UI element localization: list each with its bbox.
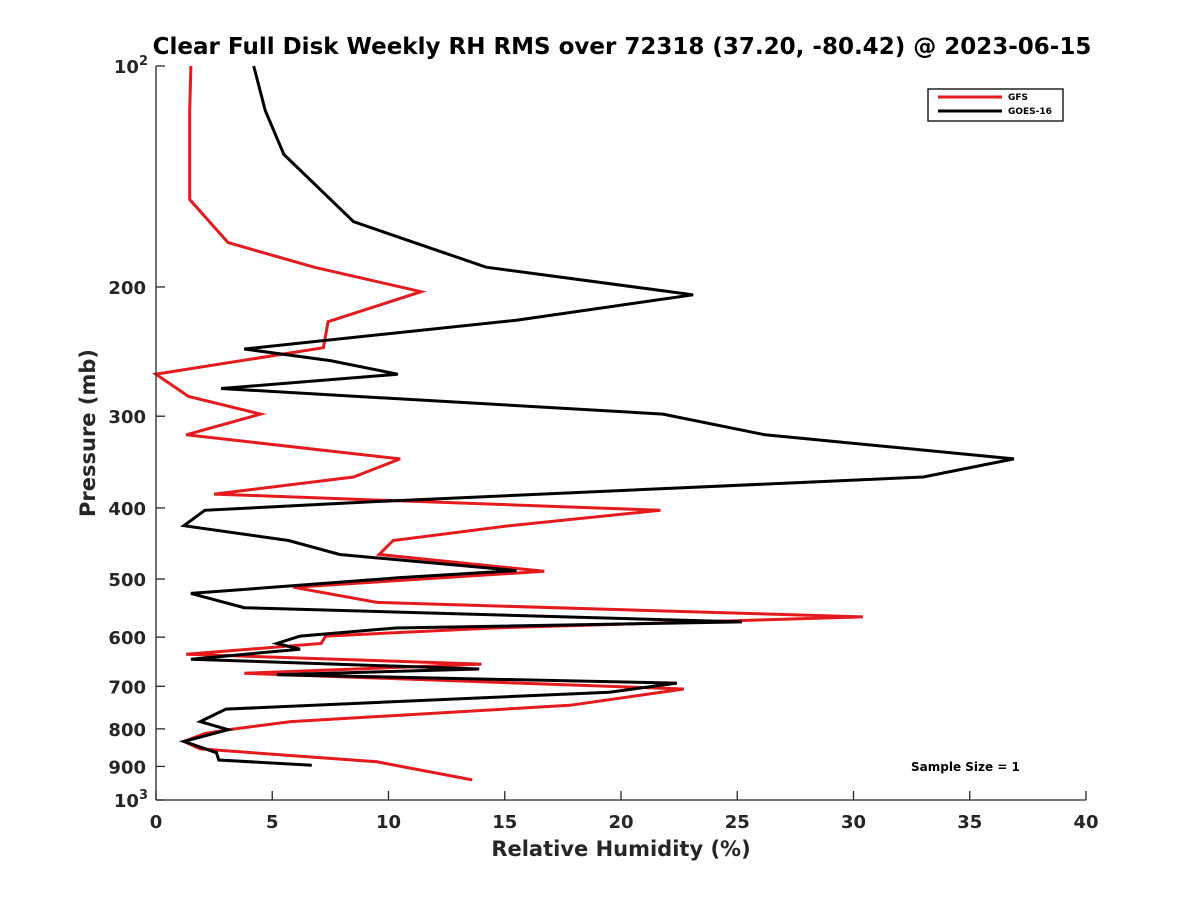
y-tick-label: 500 (108, 570, 146, 591)
y-tick-label: 300 (108, 407, 146, 428)
x-tick-label: 40 (1073, 812, 1098, 833)
legend-label-goes16: GOES-16 (1008, 107, 1052, 117)
series-line-goes16 (178, 65, 1015, 767)
y-axis-label: Pressure (mb) (76, 349, 100, 517)
y-tick-label: 400 (108, 499, 146, 520)
legend-label-gfs: GFS (1008, 93, 1028, 103)
y-tick-label: 700 (108, 677, 146, 698)
x-tick-label: 20 (608, 812, 633, 833)
legend: GFS GOES-16 (927, 88, 1064, 122)
x-tick-label: 5 (266, 812, 279, 833)
y-tick-label: 900 (108, 757, 146, 778)
y-tick-label: 600 (108, 628, 146, 649)
x-tick-label: 15 (492, 812, 517, 833)
x-tick-label: 0 (150, 812, 163, 833)
series-layer (152, 65, 1015, 782)
x-tick-label: 30 (841, 812, 866, 833)
series-line-gfs (152, 65, 863, 782)
x-ticks: 0 5 10 15 20 25 30 35 40 (150, 791, 1099, 833)
x-tick-label: 25 (725, 812, 750, 833)
y-tick-label: 102 (114, 54, 148, 78)
sample-size-annotation: Sample Size = 1 (911, 760, 1020, 774)
chart-title: Clear Full Disk Weekly RH RMS over 72318… (153, 34, 1092, 60)
y-tick-label: 800 (108, 720, 146, 741)
y-tick-label: 103 (114, 788, 148, 812)
x-axis-label: Relative Humidity (%) (491, 837, 750, 861)
x-tick-label: 35 (957, 812, 982, 833)
x-tick-label: 10 (376, 812, 401, 833)
y-ticks: 102 200 300 400 500 600 700 800 900 103 (108, 54, 165, 812)
y-tick-label: 200 (108, 278, 146, 299)
legend-box (927, 88, 1064, 122)
